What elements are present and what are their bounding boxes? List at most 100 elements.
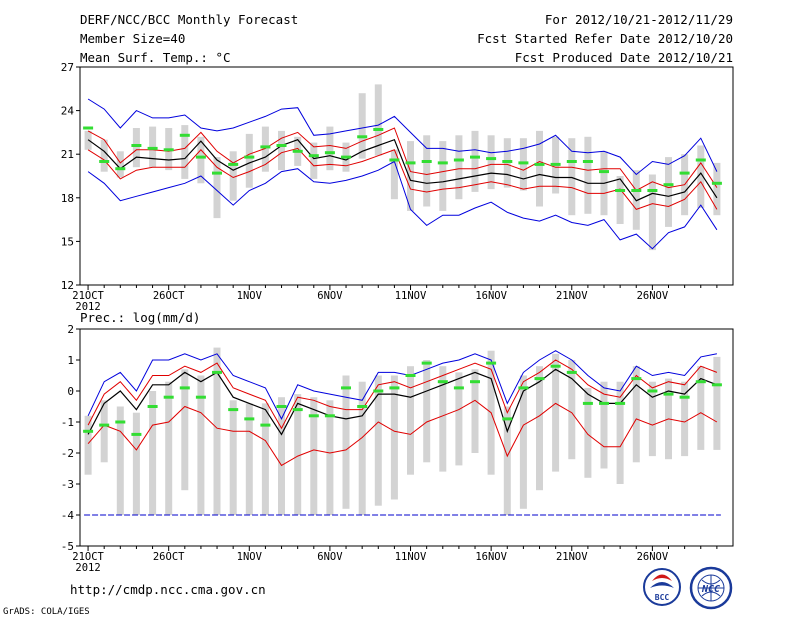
median-mark xyxy=(244,155,255,159)
box-bar xyxy=(149,391,157,515)
spread-lower-line xyxy=(87,147,718,210)
box-bar xyxy=(100,400,108,463)
footer-url[interactable]: http://cmdp.ncc.cma.gov.cn xyxy=(70,582,266,597)
footer-grads: GrADS: COLA/IGES xyxy=(3,607,90,617)
box-bar xyxy=(213,347,221,515)
median-mark xyxy=(389,158,400,162)
temperature-panel: 12 15 18 21 24 27 21OCT 26OCT 1NOV 6NOV 11NOV 16NOV… xyxy=(61,61,734,313)
x-tick-label: 16NOV xyxy=(475,551,507,563)
bcc-logo: BCC xyxy=(643,568,681,606)
x-tick-label: 26OCT xyxy=(153,290,185,302)
box-bar xyxy=(519,375,527,509)
box-bar xyxy=(552,353,560,472)
precipitation-panel: -5 -4 -3 -2 -1 0 1 2 21OCT 26OCT 1NOV 6NOV 11NOV 16NO… xyxy=(61,323,734,574)
box-bar xyxy=(84,415,92,475)
x-tick-label: 21NOV xyxy=(556,551,588,563)
median-mark xyxy=(437,161,448,165)
max-line xyxy=(87,350,717,421)
box-bar xyxy=(197,375,205,515)
y-tick-label: -5 xyxy=(61,540,74,553)
max-line xyxy=(87,98,718,176)
median-mark xyxy=(163,148,174,152)
x-tick-label: 16NOV xyxy=(475,290,507,302)
header-fcst-started: Fcst Started Refer Date 2012/10/20 xyxy=(477,31,733,46)
box-bar xyxy=(423,135,431,207)
median-mark xyxy=(421,160,432,163)
plot-frame xyxy=(79,66,734,286)
box-bar xyxy=(616,176,624,224)
box-bar xyxy=(278,130,285,171)
box-bar xyxy=(407,366,414,475)
y-tick-label: -3 xyxy=(61,478,74,491)
median-mark xyxy=(115,420,126,424)
median-mark xyxy=(99,160,110,163)
y-tick-label: 21 xyxy=(61,148,74,161)
spread-lower-line xyxy=(87,399,718,467)
median-mark xyxy=(534,377,545,381)
ensemble-mean-line xyxy=(87,368,718,436)
box-bar xyxy=(503,406,511,515)
box-bar xyxy=(213,157,221,219)
ncc-logo: NCC xyxy=(689,566,733,610)
box-bar xyxy=(116,406,124,515)
median-mark xyxy=(115,167,126,171)
ncc-logo-grid xyxy=(698,575,724,601)
median-mark xyxy=(679,171,690,175)
median-mark xyxy=(518,161,529,165)
spread-upper-line xyxy=(87,359,718,430)
median-mark xyxy=(599,401,609,405)
bcc-logo-text: BCC xyxy=(655,593,670,602)
median-mark xyxy=(260,145,271,149)
median-mark xyxy=(711,181,722,185)
box-bar xyxy=(100,139,108,172)
box-bar xyxy=(181,125,189,179)
median-mark xyxy=(566,160,577,163)
x-tick-label: 1NOV xyxy=(237,290,263,302)
median-mark xyxy=(99,423,110,427)
box-bar xyxy=(407,141,414,211)
median-mark xyxy=(534,162,545,166)
box-bar xyxy=(358,93,366,159)
median-mark xyxy=(453,158,464,162)
median-mark xyxy=(518,386,529,390)
y-tick-label: 0 xyxy=(67,385,74,398)
median-mark xyxy=(389,386,400,390)
box-bar xyxy=(245,403,253,515)
median-mark xyxy=(292,408,303,412)
median-mark xyxy=(437,380,448,384)
box-bar xyxy=(471,369,479,453)
spread-upper-line xyxy=(87,127,718,192)
median-mark xyxy=(373,128,384,131)
x-tick-label: 11NOV xyxy=(395,551,427,563)
median-mark xyxy=(341,155,351,159)
box-bar xyxy=(132,128,140,168)
median-mark xyxy=(582,401,593,405)
box-bar xyxy=(697,366,705,450)
median-mark xyxy=(260,423,271,427)
box-bar xyxy=(261,403,269,515)
box-bar xyxy=(390,149,398,200)
median-mark xyxy=(244,417,255,421)
min-line xyxy=(87,160,718,250)
median-mark xyxy=(357,135,368,139)
median-mark xyxy=(453,386,464,390)
median-mark xyxy=(663,392,674,396)
box-bar xyxy=(165,381,173,515)
box-bar xyxy=(439,141,447,211)
x-tick-label: 21OCT xyxy=(72,551,104,563)
median-mark xyxy=(357,405,368,408)
median-mark xyxy=(647,189,658,192)
x-tick-label: 6NOV xyxy=(317,290,343,302)
median-mark xyxy=(470,155,480,159)
median-mark xyxy=(373,389,384,393)
box-bar xyxy=(326,400,334,515)
box-bar xyxy=(278,397,285,515)
box-bar xyxy=(536,366,543,491)
bcc-logo-ring xyxy=(643,568,681,606)
y-tick-label: 15 xyxy=(61,235,74,248)
box-bar xyxy=(648,174,656,251)
header-forecast-period: For 2012/10/21-2012/11/29 xyxy=(545,12,733,27)
precip-subtitle: Prec.: log(mm/d) xyxy=(80,310,200,325)
ensemble-mean-line xyxy=(87,138,718,202)
median-mark xyxy=(228,408,239,412)
